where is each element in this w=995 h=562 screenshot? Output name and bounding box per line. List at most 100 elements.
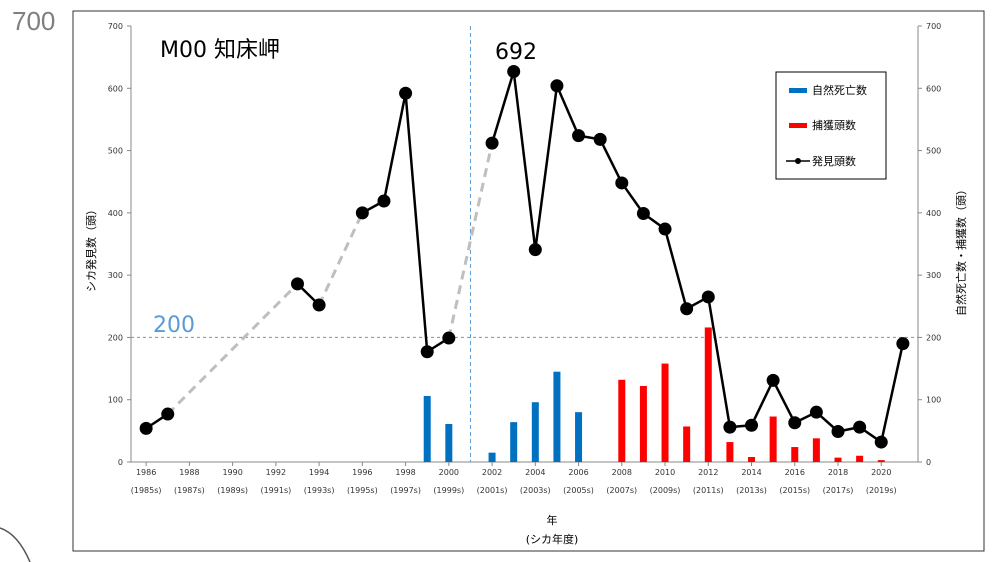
line-point <box>766 373 780 387</box>
bar <box>856 455 864 462</box>
line-point <box>831 424 845 438</box>
x-axis-label: 年 <box>547 513 558 527</box>
line-point <box>507 64 521 78</box>
line-point <box>809 405 823 419</box>
bar <box>704 327 712 462</box>
bar <box>812 438 820 462</box>
line-point <box>355 206 369 220</box>
bar <box>575 412 583 462</box>
x-tick-sublabel: (2003s) <box>520 486 551 495</box>
right-y-tick-label: 500 <box>926 147 941 156</box>
reference-annotation: 200 <box>153 313 195 338</box>
left-y-tick-label: 700 <box>108 22 123 31</box>
right-y-tick-label: 300 <box>926 271 941 280</box>
x-tick-sublabel: (2015s) <box>779 486 810 495</box>
corner-decoration <box>0 527 31 562</box>
bars-layer <box>423 327 885 462</box>
axes-layer: 0 0 100 100 200 200 300 300 400 400 500 500 600 600 70… <box>108 22 942 495</box>
left-y-tick-label: 200 <box>108 333 123 342</box>
x-tick-label: 1988 <box>179 468 199 477</box>
x-tick-label: 2012 <box>698 468 718 477</box>
x-tick-label: 2008 <box>612 468 632 477</box>
bar <box>553 371 561 462</box>
right-y-tick-label: 400 <box>926 209 941 218</box>
bar <box>748 457 756 462</box>
x-tick-label: 1998 <box>395 468 415 477</box>
line-point <box>550 79 564 93</box>
line-layer <box>139 64 910 449</box>
line-point <box>788 416 802 430</box>
bar <box>877 460 885 462</box>
left-y-tick-label: 0 <box>118 458 123 467</box>
bar <box>510 422 518 462</box>
line-point <box>312 298 326 312</box>
x-tick-label: 2000 <box>439 468 459 477</box>
line-point <box>377 194 391 208</box>
x-tick-sublabel: (2005s) <box>563 486 594 495</box>
right-y-tick-label: 600 <box>926 84 941 93</box>
line-segment <box>599 138 623 184</box>
x-tick-sublabel: (2001s) <box>477 486 508 495</box>
legend: 自然死亡数 捕獲頭数 発見頭数 <box>775 71 887 180</box>
x-tick-sublabel: (1991s) <box>260 486 291 495</box>
line-point <box>874 435 888 449</box>
left-y-tick-label: 300 <box>108 271 123 280</box>
bar <box>445 424 453 462</box>
line-segment <box>382 93 407 202</box>
legend-swatch-captured <box>789 123 807 128</box>
bar <box>834 457 842 462</box>
line-point <box>853 420 867 434</box>
bar <box>661 363 669 462</box>
line-point <box>572 129 586 143</box>
gap-connector-segment <box>317 212 364 306</box>
line-segment <box>555 85 580 137</box>
x-tick-sublabel: (2017s) <box>823 486 854 495</box>
x-tick-sublabel: (2013s) <box>736 486 767 495</box>
x-tick-label: 1990 <box>222 468 242 477</box>
x-tick-label: 2006 <box>568 468 588 477</box>
bar <box>423 395 431 462</box>
left-axis-label: シカ発見数（頭） <box>84 204 98 292</box>
x-tick-sublabel: (1985s) <box>131 486 162 495</box>
line-segment <box>880 343 905 443</box>
line-point <box>161 407 175 421</box>
x-tick-label: 2018 <box>828 468 848 477</box>
bar <box>488 452 496 462</box>
line-segment <box>534 85 559 250</box>
line-point <box>593 132 607 146</box>
x-tick-sublabel: (1987s) <box>174 486 205 495</box>
x-tick-label: 1996 <box>352 468 372 477</box>
right-y-tick-label: 0 <box>926 458 931 467</box>
line-point <box>485 136 499 150</box>
x-tick-label: 1986 <box>136 468 156 477</box>
bar <box>791 447 799 462</box>
legend-label-sighted: 発見頭数 <box>812 154 856 168</box>
legend-label-captured: 捕獲頭数 <box>812 118 856 132</box>
bar <box>769 416 777 462</box>
line-point <box>399 86 413 100</box>
x-tick-label: 2016 <box>785 468 805 477</box>
x-tick-label: 1992 <box>266 468 286 477</box>
peak-annotation: 692 <box>495 40 537 65</box>
line-point <box>442 331 456 345</box>
line-segment <box>490 71 515 144</box>
line-point <box>420 345 434 359</box>
line-segment <box>750 379 775 426</box>
line-segment <box>707 296 732 428</box>
x-tick-sublabel: (1989s) <box>217 486 248 495</box>
gap-connector-segment <box>447 142 494 339</box>
right-axis-label: 自然死亡数・捕獲数（頭） <box>954 184 968 316</box>
bar <box>726 442 734 462</box>
x-tick-sublabel: (2011s) <box>693 486 724 495</box>
line-point <box>723 420 737 434</box>
x-tick-sublabel: (2007s) <box>606 486 637 495</box>
x-tick-label: 2010 <box>655 468 675 477</box>
right-y-tick-label: 100 <box>926 396 941 405</box>
left-y-tick-label: 400 <box>108 209 123 218</box>
line-point <box>658 222 672 236</box>
line-segment <box>512 71 537 250</box>
line-segment <box>663 228 688 310</box>
legend-swatch-natural-death <box>789 88 807 93</box>
line-point <box>680 302 694 316</box>
x-tick-label: 1994 <box>309 468 329 477</box>
